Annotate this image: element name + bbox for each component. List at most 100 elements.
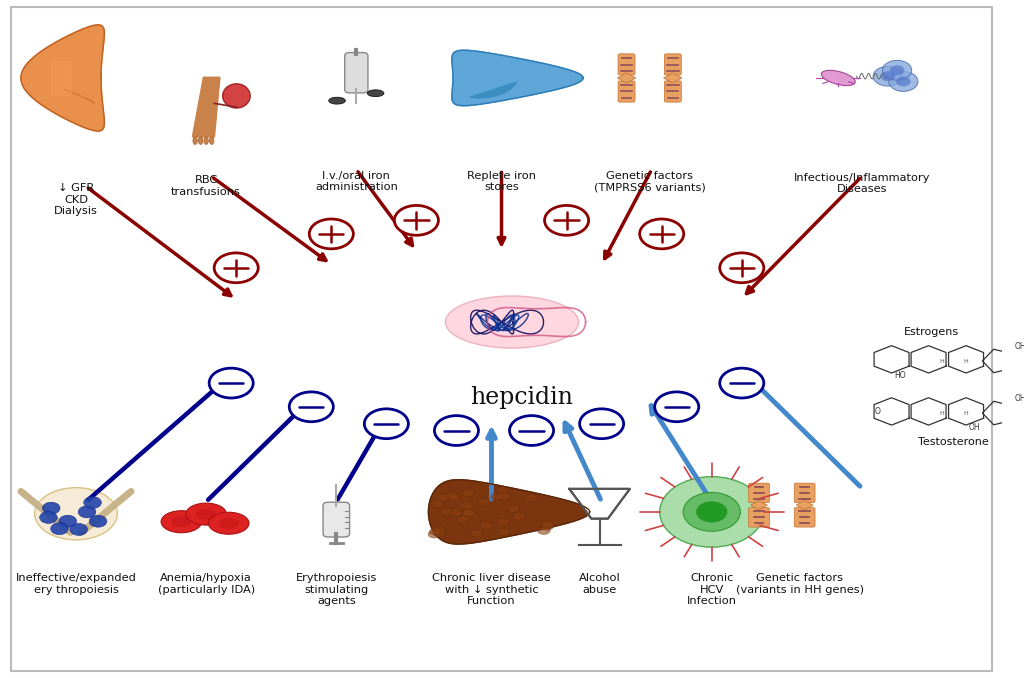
Text: RBC
transfusions: RBC transfusions [171, 175, 241, 197]
Text: O: O [874, 407, 881, 416]
Circle shape [580, 409, 624, 439]
Ellipse shape [457, 516, 469, 523]
Text: H: H [964, 359, 969, 363]
Text: Infectious/Inflammatory
Diseases: Infectious/Inflammatory Diseases [794, 173, 930, 195]
Text: Genetic factors
(TMPRSS6 variants): Genetic factors (TMPRSS6 variants) [594, 171, 706, 193]
Ellipse shape [507, 505, 520, 513]
FancyBboxPatch shape [795, 508, 815, 527]
Ellipse shape [462, 509, 474, 517]
Polygon shape [751, 500, 767, 510]
Circle shape [40, 511, 57, 523]
Ellipse shape [541, 523, 553, 530]
Ellipse shape [432, 525, 445, 533]
Polygon shape [617, 73, 636, 83]
Circle shape [883, 60, 911, 80]
Ellipse shape [538, 527, 550, 534]
Ellipse shape [431, 500, 443, 507]
Circle shape [70, 523, 88, 536]
Ellipse shape [222, 84, 250, 108]
Ellipse shape [447, 493, 460, 500]
Text: ↓ GFR
CKD
Dialysis: ↓ GFR CKD Dialysis [54, 183, 98, 216]
Ellipse shape [35, 487, 118, 540]
Circle shape [683, 492, 740, 532]
Text: OH: OH [969, 423, 980, 432]
Polygon shape [797, 500, 813, 510]
Circle shape [365, 409, 409, 439]
FancyBboxPatch shape [749, 508, 769, 527]
Ellipse shape [497, 528, 510, 536]
Polygon shape [428, 480, 590, 544]
Ellipse shape [499, 491, 511, 498]
FancyBboxPatch shape [665, 54, 681, 75]
Circle shape [545, 205, 589, 235]
Circle shape [659, 477, 764, 547]
FancyBboxPatch shape [323, 502, 349, 537]
Text: OH: OH [1015, 394, 1024, 403]
Ellipse shape [463, 509, 475, 517]
Ellipse shape [490, 493, 504, 501]
Circle shape [434, 416, 478, 445]
Polygon shape [569, 489, 630, 519]
Circle shape [394, 205, 438, 235]
Text: Chronic liver disease
with ↓ synthetic
Function: Chronic liver disease with ↓ synthetic F… [432, 573, 551, 606]
Text: H: H [940, 411, 944, 416]
Ellipse shape [445, 296, 579, 348]
Text: Replete iron
stores: Replete iron stores [467, 171, 536, 193]
Ellipse shape [193, 137, 198, 144]
Circle shape [881, 71, 895, 81]
Ellipse shape [368, 90, 384, 96]
Circle shape [50, 523, 69, 535]
Ellipse shape [498, 518, 510, 525]
Circle shape [89, 515, 106, 527]
Circle shape [510, 416, 554, 445]
Text: H: H [964, 411, 969, 416]
Ellipse shape [498, 492, 511, 500]
Text: I.v./oral iron
administration: I.v./oral iron administration [315, 171, 397, 193]
FancyBboxPatch shape [618, 81, 635, 102]
Ellipse shape [199, 137, 203, 144]
Text: Genetic factors
(variants in HH genes): Genetic factors (variants in HH genes) [736, 573, 864, 595]
Ellipse shape [513, 513, 525, 521]
Polygon shape [664, 73, 682, 83]
Polygon shape [20, 25, 104, 131]
Circle shape [78, 506, 96, 518]
Text: Chronic
HCV
Infection: Chronic HCV Infection [687, 573, 736, 606]
Circle shape [84, 496, 101, 508]
Text: hepcidin: hepcidin [470, 386, 573, 410]
Ellipse shape [186, 503, 226, 525]
Circle shape [720, 253, 764, 283]
Text: Alcohol
abuse: Alcohol abuse [579, 573, 621, 595]
Ellipse shape [210, 137, 214, 144]
Text: Testosterone: Testosterone [918, 437, 989, 447]
Circle shape [640, 219, 684, 249]
Ellipse shape [171, 516, 191, 527]
Ellipse shape [433, 530, 446, 537]
Text: Anemia/hypoxia
(particularly IDA): Anemia/hypoxia (particularly IDA) [158, 573, 255, 595]
Text: Erythropoiesis
stimulating
agents: Erythropoiesis stimulating agents [296, 573, 377, 606]
Ellipse shape [524, 494, 538, 502]
FancyBboxPatch shape [665, 81, 681, 102]
FancyBboxPatch shape [618, 54, 635, 75]
Text: Ineffective/expanded
ery thropoiesis: Ineffective/expanded ery thropoiesis [15, 573, 136, 595]
Ellipse shape [430, 527, 442, 535]
Text: H: H [940, 359, 944, 363]
FancyBboxPatch shape [795, 483, 815, 502]
Ellipse shape [477, 498, 489, 506]
Circle shape [890, 65, 904, 75]
Ellipse shape [444, 492, 457, 500]
Ellipse shape [436, 494, 449, 501]
Circle shape [209, 368, 253, 398]
Polygon shape [470, 82, 516, 98]
Ellipse shape [209, 513, 249, 534]
Text: HO: HO [894, 371, 905, 380]
Text: Estrogens: Estrogens [903, 327, 958, 337]
Ellipse shape [541, 521, 554, 529]
Circle shape [654, 392, 698, 422]
Ellipse shape [497, 487, 509, 494]
Ellipse shape [462, 489, 474, 496]
Ellipse shape [470, 530, 483, 537]
Circle shape [873, 66, 902, 86]
Ellipse shape [204, 137, 208, 144]
Polygon shape [452, 50, 583, 106]
Circle shape [696, 501, 727, 523]
